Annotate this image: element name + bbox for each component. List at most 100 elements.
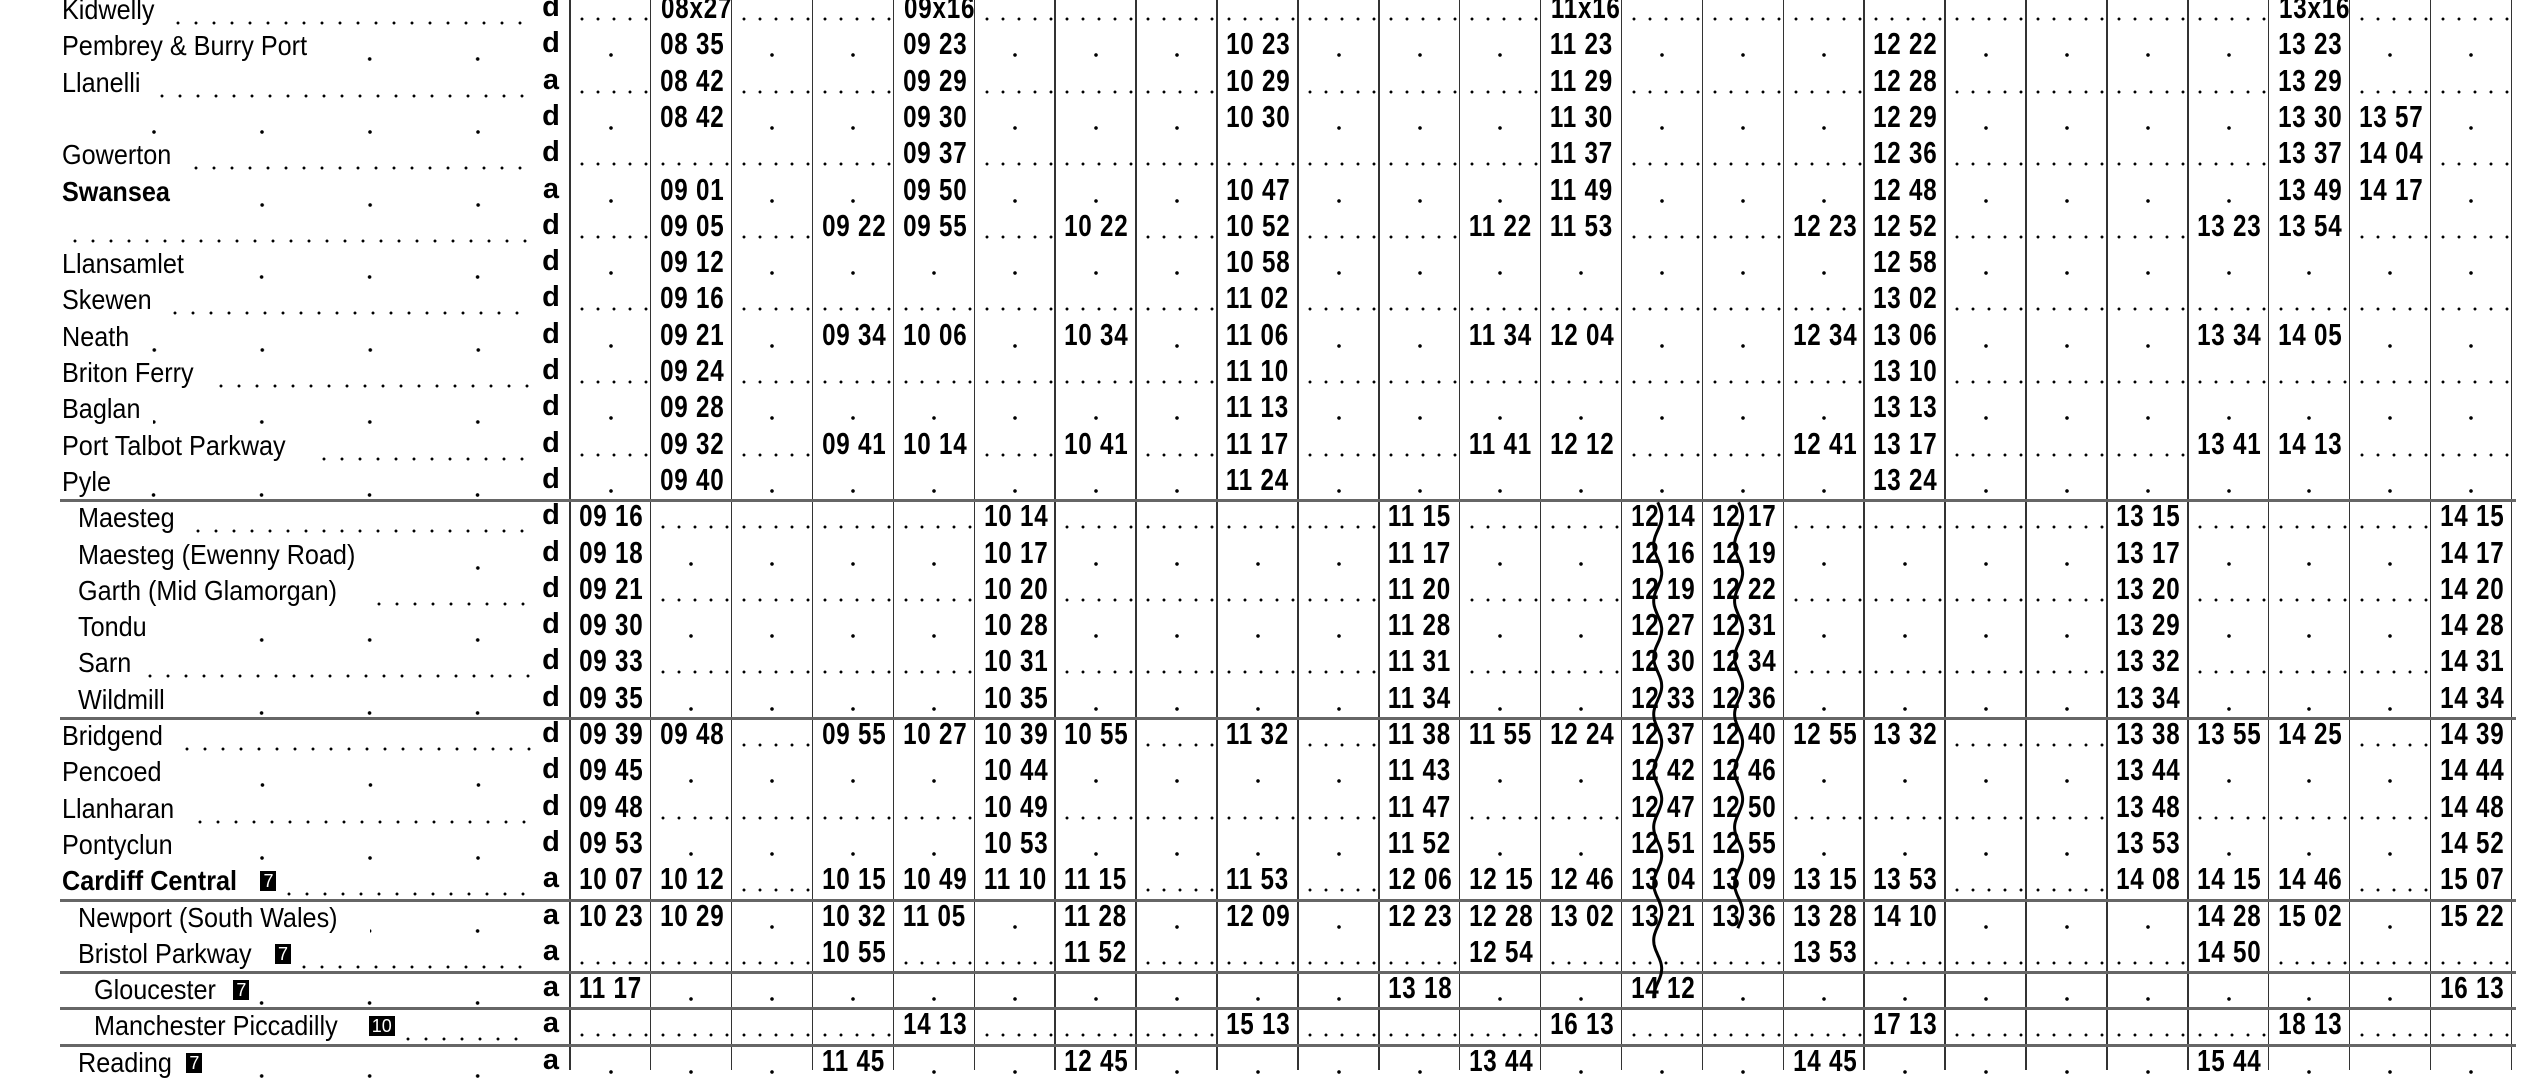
time-cell: 10 23 bbox=[1217, 26, 1298, 62]
time-value: 13 37 bbox=[2277, 135, 2343, 171]
time-value: 13 54 bbox=[2277, 207, 2343, 243]
time-value: 10 58 bbox=[1226, 244, 1291, 280]
empty-cell bbox=[1379, 280, 1460, 317]
time-cell: 11 29 bbox=[1541, 63, 1622, 99]
empty-cell bbox=[1864, 0, 1946, 27]
time-value: 09 55 bbox=[902, 207, 968, 243]
empty-cell bbox=[2349, 280, 2431, 317]
empty-cell bbox=[1459, 389, 1541, 426]
time-cell: 11 06 bbox=[1217, 317, 1298, 353]
time-cell: 12 22 bbox=[1864, 26, 1945, 62]
empty-cell bbox=[812, 570, 894, 608]
empty-cell bbox=[1621, 135, 1703, 172]
empty-cell bbox=[2349, 207, 2431, 245]
empty-cell bbox=[1864, 498, 1946, 535]
empty-cell bbox=[1702, 461, 1784, 499]
empty-cell bbox=[1621, 244, 1703, 281]
station-name: Skewen bbox=[62, 280, 532, 317]
time-cell: 12 36 bbox=[1864, 135, 1945, 171]
arrive-depart-flag: d bbox=[542, 462, 560, 495]
station-label: Tondu bbox=[78, 611, 147, 643]
empty-cell bbox=[731, 98, 813, 136]
empty-cell bbox=[2430, 62, 2512, 99]
empty-cell bbox=[2026, 207, 2108, 245]
arrive-depart-flag: d bbox=[542, 390, 560, 423]
empty-cell bbox=[2349, 534, 2431, 571]
empty-cell bbox=[2430, 0, 2512, 27]
empty-cell bbox=[1136, 498, 1218, 535]
timetable-row: Baglan d 09 28 11 13 13 13 bbox=[0, 389, 2530, 426]
arrive-depart-flag: d bbox=[542, 208, 560, 241]
empty-cell bbox=[2349, 425, 2431, 462]
dot-leader bbox=[120, 465, 532, 498]
empty-cell bbox=[650, 643, 732, 680]
empty-cell bbox=[2268, 280, 2350, 317]
empty-cell bbox=[731, 425, 813, 462]
empty-cell bbox=[1136, 0, 1218, 27]
empty-cell bbox=[1945, 534, 2027, 571]
station-label: Llanelli bbox=[62, 66, 141, 98]
empty-cell bbox=[1298, 389, 1380, 426]
time-value: 11x16 bbox=[1550, 0, 1621, 25]
empty-cell bbox=[1702, 316, 1784, 353]
station-name: Kidwelly bbox=[62, 0, 532, 26]
arrive-depart-flag: d bbox=[542, 281, 560, 314]
dot-leader bbox=[66, 211, 532, 244]
empty-cell bbox=[974, 280, 1056, 317]
station-label: Neath bbox=[62, 320, 130, 352]
empty-cell bbox=[974, 316, 1056, 353]
time-value: 09 33 bbox=[579, 643, 644, 679]
time-cell: 12 29 bbox=[1864, 99, 1945, 135]
empty-cell bbox=[1379, 26, 1460, 63]
time-cell: 12 12 bbox=[1541, 426, 1622, 462]
wavy-line bbox=[1733, 501, 1745, 929]
time-value: 12 23 bbox=[1792, 207, 1857, 243]
empty-cell bbox=[2188, 135, 2269, 172]
empty-cell bbox=[1217, 643, 1299, 680]
empty-cell bbox=[1136, 425, 1218, 462]
time-cell: 09 12 bbox=[651, 244, 732, 280]
empty-cell bbox=[731, 316, 813, 353]
time-cell: 09 30 bbox=[894, 99, 975, 135]
empty-cell bbox=[1055, 280, 1137, 317]
empty-cell bbox=[1298, 353, 1380, 390]
time-value: 08 42 bbox=[659, 98, 725, 134]
timetable-row: Skewen d 09 16 11 02 13 02 bbox=[0, 280, 2530, 317]
time-value: 09 30 bbox=[902, 98, 968, 134]
time-value: 09 01 bbox=[659, 171, 725, 207]
time-value: 12 48 bbox=[1873, 171, 1938, 207]
dot-leader bbox=[187, 139, 532, 172]
empty-cell bbox=[1621, 353, 1703, 390]
time-cell: 13 17 bbox=[2107, 535, 2188, 571]
station-label: Maesteg (Ewenny Road) bbox=[78, 538, 356, 570]
empty-cell bbox=[2349, 461, 2431, 499]
empty-cell bbox=[2188, 62, 2269, 99]
time-value: 13 15 bbox=[2116, 498, 2181, 534]
empty-cell bbox=[1945, 643, 2027, 680]
timetable-row: Gowerton d 09 37 11 37 12 36 13 37 14 04 bbox=[0, 135, 2530, 172]
empty-cell bbox=[2026, 244, 2108, 281]
empty-cell bbox=[2026, 0, 2108, 27]
arrive-depart-flag: d bbox=[542, 99, 560, 132]
empty-cell bbox=[1459, 62, 1541, 99]
empty-cell bbox=[2107, 389, 2189, 426]
empty-cell bbox=[812, 461, 894, 499]
time-cell: 09 41 bbox=[813, 426, 894, 462]
time-value: 10 41 bbox=[1064, 425, 1129, 461]
empty-cell bbox=[1783, 98, 1865, 136]
time-value: 10 52 bbox=[1226, 207, 1291, 243]
time-value: 08 35 bbox=[659, 26, 725, 62]
empty-cell bbox=[2430, 171, 2512, 208]
time-cell: 12 22 bbox=[1703, 571, 1784, 607]
empty-cell bbox=[812, 643, 894, 680]
empty-cell bbox=[1540, 353, 1622, 390]
time-cell: 13 02 bbox=[1864, 280, 1945, 316]
time-value: 08x27 bbox=[660, 0, 733, 25]
empty-cell bbox=[1945, 316, 2027, 353]
empty-cell bbox=[570, 353, 651, 390]
time-cell: 09 01 bbox=[651, 172, 732, 208]
time-value: 09 29 bbox=[902, 62, 968, 98]
empty-cell bbox=[2430, 207, 2512, 245]
timetable-row: d 08 42 09 30 10 30 11 30 12 29 13 30 13 57 bbox=[0, 98, 2530, 136]
time-cell: 14 20 bbox=[2431, 571, 2512, 607]
